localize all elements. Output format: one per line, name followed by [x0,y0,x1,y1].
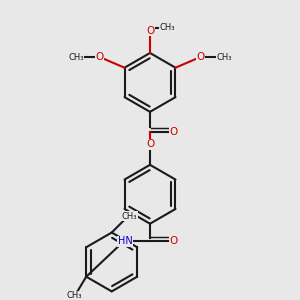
Text: O: O [169,128,178,137]
Text: CH₃: CH₃ [216,53,232,62]
Text: O: O [146,26,154,36]
Text: CH₃: CH₃ [68,53,84,62]
Text: O: O [95,52,104,62]
Text: O: O [196,52,205,62]
Text: CH₃: CH₃ [122,212,137,221]
Text: O: O [169,236,178,246]
Text: CH₃: CH₃ [67,291,82,300]
Text: O: O [146,139,154,149]
Text: CH₃: CH₃ [160,23,176,32]
Text: HN: HN [118,236,132,246]
